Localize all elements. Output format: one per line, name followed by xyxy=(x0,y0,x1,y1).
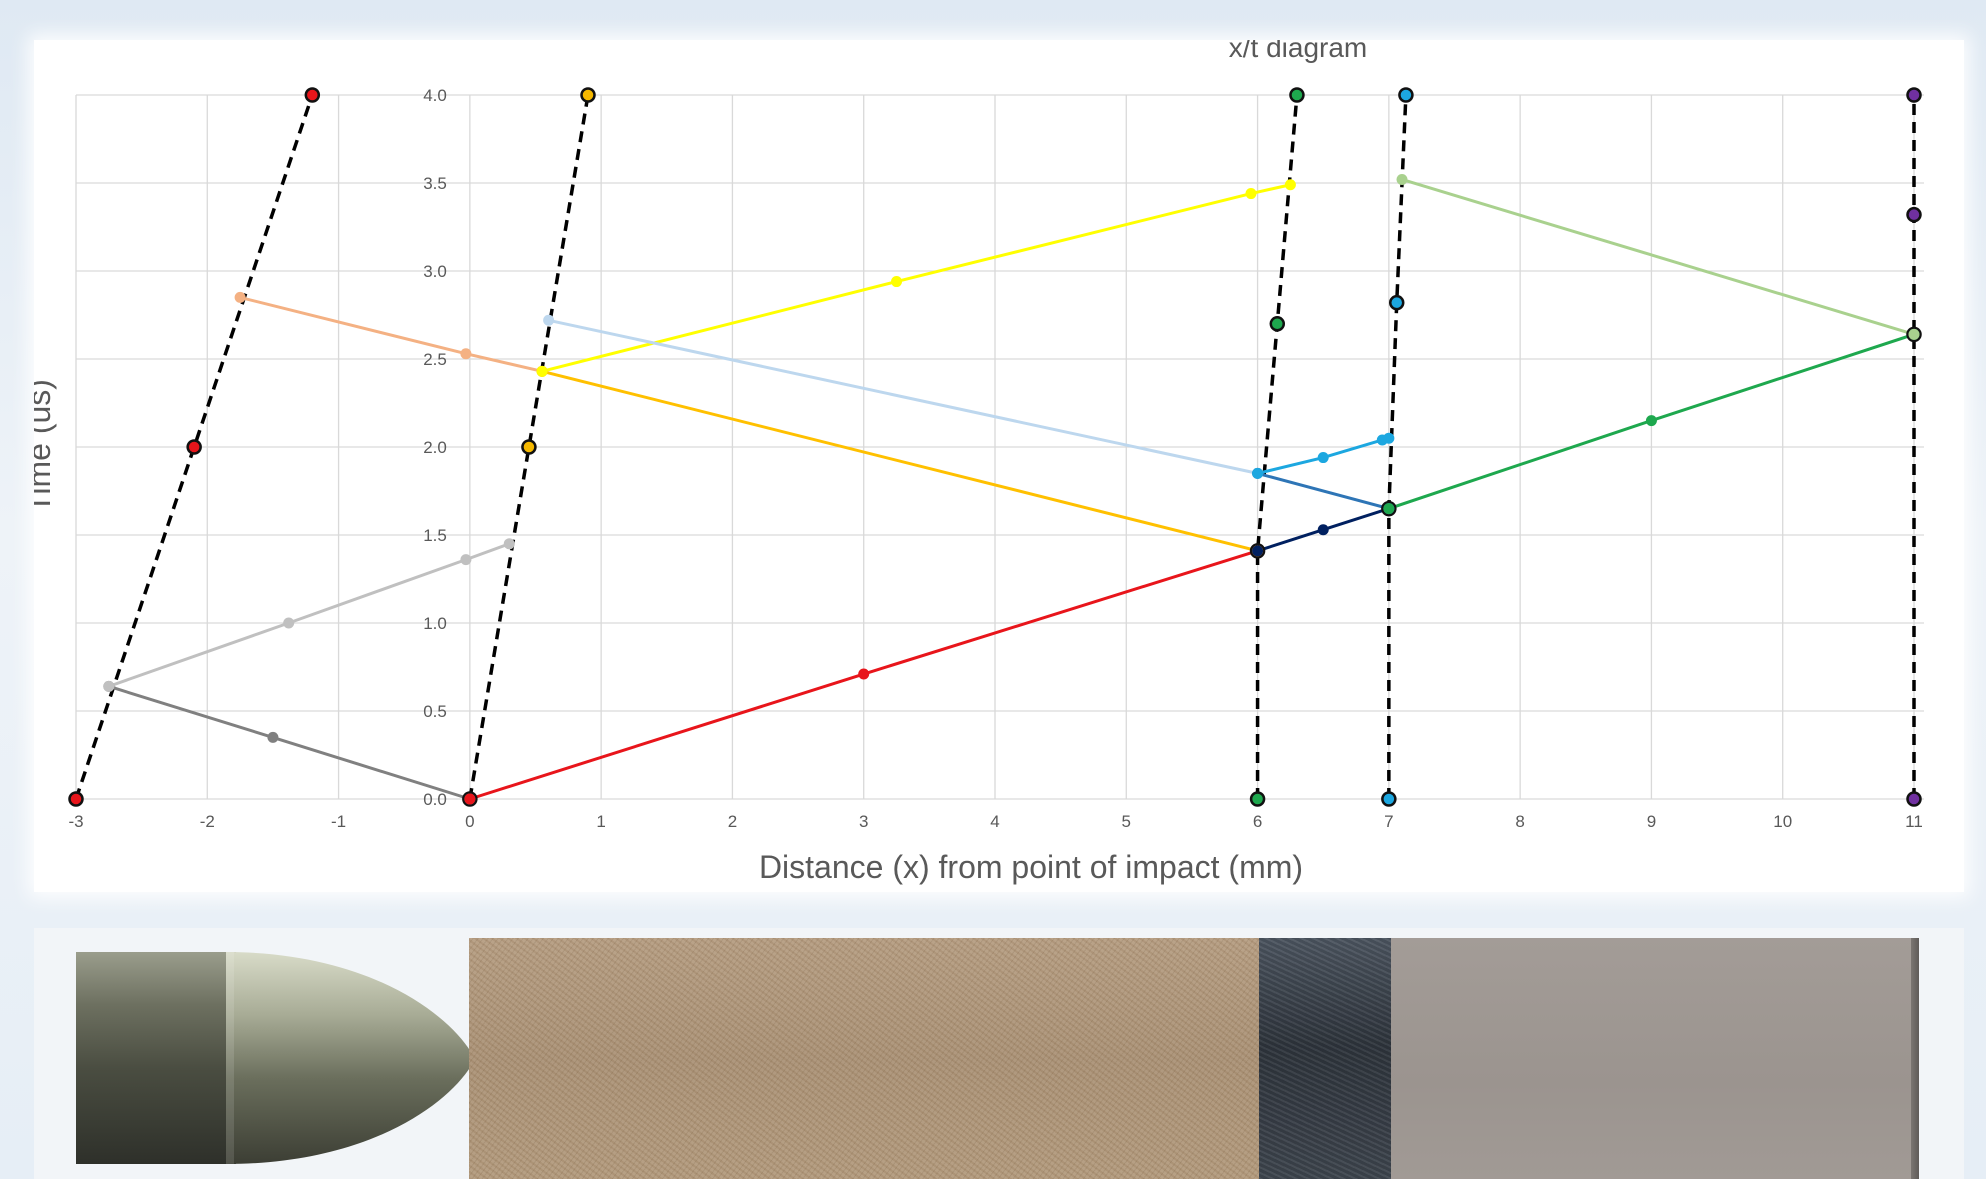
x-tick-label: 0 xyxy=(465,812,474,831)
xt-diagram-chart: -3 -2 -1 0 1 2 3 4 5 6 7 8 9 10 11 0.0 0.5 1.0 1.5 2.0 2.5 3.… xyxy=(34,40,1924,885)
data-point xyxy=(1396,173,1408,185)
data-point xyxy=(283,617,295,629)
data-point xyxy=(891,276,903,288)
data-point xyxy=(1388,294,1405,311)
data-point xyxy=(1381,791,1397,807)
y-tick-label: 3.5 xyxy=(423,174,447,193)
data-point xyxy=(1398,87,1414,103)
data-point xyxy=(103,680,115,692)
data-point xyxy=(234,291,246,303)
dashed-series-line xyxy=(468,94,590,800)
x-tick-label: 5 xyxy=(1122,812,1131,831)
data-point xyxy=(1383,503,1395,515)
data-point xyxy=(460,348,472,360)
data-point xyxy=(1269,316,1286,332)
data-point xyxy=(460,554,472,566)
series-line xyxy=(239,295,543,373)
data-point xyxy=(1317,524,1329,536)
target-illustration xyxy=(34,928,1964,1179)
data-point xyxy=(68,791,84,807)
data-point xyxy=(503,538,515,550)
x-tick-label: 4 xyxy=(990,812,999,831)
series-line xyxy=(541,183,1291,373)
target-layer-2 xyxy=(1259,938,1391,1179)
data-points xyxy=(68,87,1922,807)
x-tick-label: 2 xyxy=(728,812,737,831)
x-axis-title: Distance (x) from point of impact (mm) xyxy=(759,849,1303,885)
data-point xyxy=(1906,87,1922,103)
x-tick-label: 10 xyxy=(1773,812,1792,831)
y-tick-label: 4.0 xyxy=(423,86,447,105)
dashed-series-line xyxy=(74,94,314,800)
data-point xyxy=(1906,206,1922,223)
x-tick-label: -3 xyxy=(68,812,83,831)
data-point xyxy=(1252,467,1264,479)
x-tick-label: 6 xyxy=(1253,812,1262,831)
y-tick-label: 2.5 xyxy=(423,350,447,369)
target-back-edge xyxy=(1911,938,1919,1179)
y-tick-label: 1.0 xyxy=(423,614,447,633)
chart-title: x/t diagram xyxy=(1229,40,1368,63)
series-line xyxy=(108,542,510,688)
x-tick-label: -2 xyxy=(200,812,215,831)
data-point xyxy=(1289,87,1305,103)
x-tick-label: 1 xyxy=(596,812,605,831)
y-tick-label: 1.5 xyxy=(423,526,447,545)
x-tick-label: 9 xyxy=(1647,812,1656,831)
tick-labels: -3 -2 -1 0 1 2 3 4 5 6 7 8 9 10 11 0.0 0.5 1.0 1.5 2.0 2.5 3.… xyxy=(68,86,1922,831)
data-point xyxy=(1383,432,1395,444)
data-point xyxy=(1284,179,1296,191)
data-point xyxy=(521,439,537,455)
dashed-series-line xyxy=(1387,94,1408,799)
x-tick-label: 11 xyxy=(1905,812,1923,831)
data-point xyxy=(1245,188,1257,200)
target-layer-3 xyxy=(1391,938,1911,1179)
series-line xyxy=(541,369,1258,553)
data-point xyxy=(1249,791,1266,807)
data-point xyxy=(1906,791,1922,807)
series-line xyxy=(1257,471,1390,511)
y-tick-label: 0.0 xyxy=(423,790,447,809)
series-line xyxy=(548,318,1258,475)
chart-panel: -3 -2 -1 0 1 2 3 4 5 6 7 8 9 10 11 0.0 0.5 1.0 1.5 2.0 2.5 3.… xyxy=(34,40,1964,892)
x-tick-label: 8 xyxy=(1515,812,1524,831)
y-tick-label: 3.0 xyxy=(423,262,447,281)
data-point xyxy=(186,439,202,455)
y-axis-title: Time (us) xyxy=(34,379,57,513)
dashed-series-line xyxy=(1255,94,1299,799)
x-tick-label: 7 xyxy=(1384,812,1393,831)
projectile-image xyxy=(76,952,475,1164)
data-point xyxy=(858,668,870,680)
grid xyxy=(75,94,1924,800)
data-point xyxy=(580,87,596,103)
x-tick-label: 3 xyxy=(859,812,868,831)
series-line xyxy=(1401,178,1915,336)
data-point xyxy=(1252,545,1264,557)
data-point xyxy=(267,731,279,743)
data-point xyxy=(1645,415,1657,427)
target-layer-1 xyxy=(469,938,1259,1179)
data-point xyxy=(536,365,548,377)
data-point xyxy=(1908,328,1920,340)
data-point xyxy=(304,87,321,103)
data-point xyxy=(543,314,555,326)
y-tick-label: 0.5 xyxy=(423,702,447,721)
series-line xyxy=(108,684,471,801)
data-point xyxy=(1317,452,1329,464)
data-point xyxy=(464,793,476,805)
y-tick-label: 2.0 xyxy=(423,438,447,457)
x-tick-label: -1 xyxy=(331,812,346,831)
